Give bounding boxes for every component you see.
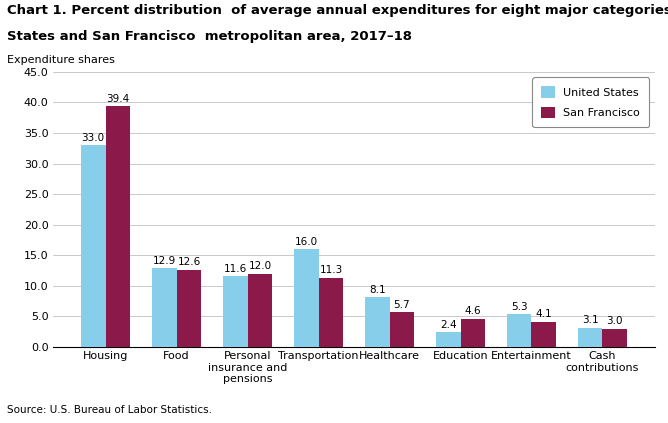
Bar bbox=[222, 276, 248, 347]
Bar bbox=[294, 249, 319, 347]
Text: 4.1: 4.1 bbox=[536, 309, 552, 319]
Bar bbox=[319, 278, 343, 347]
Text: Source: U.S. Bureau of Labor Statistics.: Source: U.S. Bureau of Labor Statistics. bbox=[7, 404, 212, 415]
Text: 16.0: 16.0 bbox=[295, 236, 318, 247]
Bar bbox=[106, 106, 130, 347]
Text: 12.9: 12.9 bbox=[152, 255, 176, 266]
Bar bbox=[603, 329, 627, 347]
Text: Chart 1. Percent distribution  of average annual expenditures for eight major ca: Chart 1. Percent distribution of average… bbox=[7, 4, 668, 17]
Bar bbox=[460, 319, 486, 347]
Text: 11.3: 11.3 bbox=[319, 265, 343, 275]
Text: 2.4: 2.4 bbox=[440, 320, 456, 330]
Text: 11.6: 11.6 bbox=[224, 264, 246, 274]
Text: 3.0: 3.0 bbox=[607, 316, 623, 326]
Text: 8.1: 8.1 bbox=[369, 285, 385, 295]
Text: 33.0: 33.0 bbox=[81, 133, 105, 143]
Text: States and San Francisco  metropolitan area, 2017–18: States and San Francisco metropolitan ar… bbox=[7, 30, 411, 43]
Bar bbox=[152, 268, 176, 347]
Text: Expenditure shares: Expenditure shares bbox=[7, 55, 114, 65]
Bar bbox=[176, 270, 202, 347]
Text: 5.3: 5.3 bbox=[511, 302, 527, 312]
Text: 39.4: 39.4 bbox=[106, 93, 130, 104]
Text: 3.1: 3.1 bbox=[582, 316, 599, 325]
Legend: United States, San Francisco: United States, San Francisco bbox=[532, 77, 649, 127]
Bar bbox=[506, 314, 532, 347]
Text: 5.7: 5.7 bbox=[393, 299, 410, 310]
Bar bbox=[436, 332, 460, 347]
Bar bbox=[365, 297, 389, 347]
Bar bbox=[389, 312, 414, 347]
Text: 12.6: 12.6 bbox=[178, 258, 200, 267]
Bar bbox=[578, 328, 603, 347]
Bar bbox=[532, 322, 556, 347]
Text: 4.6: 4.6 bbox=[465, 306, 481, 316]
Bar bbox=[248, 274, 273, 347]
Text: 12.0: 12.0 bbox=[248, 261, 272, 271]
Bar bbox=[81, 145, 106, 347]
